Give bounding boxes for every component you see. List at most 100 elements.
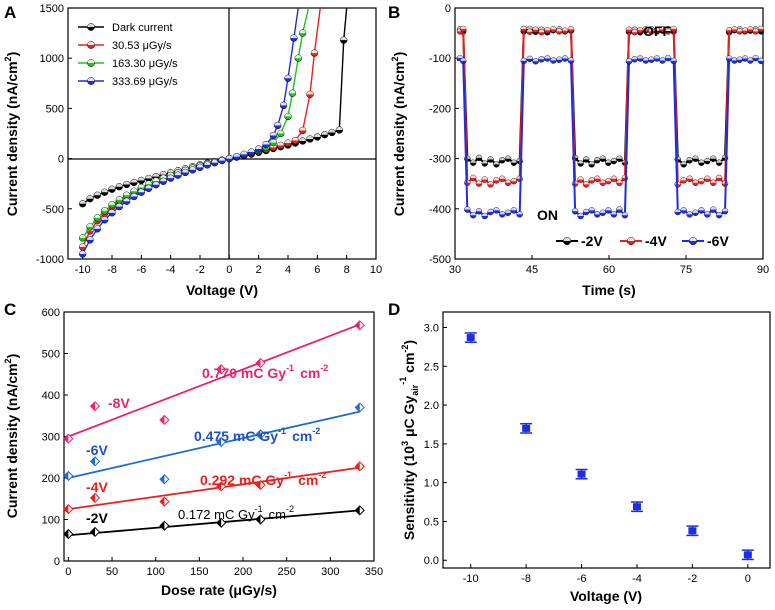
data-point-half xyxy=(160,497,165,507)
data-point-half xyxy=(138,189,145,193)
panel-d-frame xyxy=(442,311,771,569)
data-point-half xyxy=(670,26,677,29)
data-point-half xyxy=(583,181,589,185)
data-point-half xyxy=(216,518,222,528)
data-point-half xyxy=(211,159,218,163)
legend-marker-half xyxy=(689,237,697,241)
data-point-half xyxy=(704,175,711,179)
data-point-half xyxy=(290,34,298,39)
panel-c-y-ticks: 0 100 200 300 400 500 600 xyxy=(42,307,68,568)
y-tick-label: 0 xyxy=(445,3,451,15)
data-point-half xyxy=(277,130,284,134)
fit-line xyxy=(68,466,360,511)
sensitivity-point xyxy=(741,549,754,561)
sensitivity-point xyxy=(575,468,588,480)
data-point-half xyxy=(160,174,167,179)
panel-a-series xyxy=(79,7,348,258)
panel-b-ylabel-sup: 2 xyxy=(390,56,400,61)
data-point-half xyxy=(526,26,533,29)
data-point-half xyxy=(710,206,717,210)
data-point-half xyxy=(284,113,292,117)
data-point-half xyxy=(240,151,248,155)
data-point-half xyxy=(637,27,643,31)
data-point-half xyxy=(577,213,584,217)
data-point-half xyxy=(130,188,138,192)
data-point-half xyxy=(648,28,655,32)
data-point-half xyxy=(616,206,623,210)
data-point-half xyxy=(108,201,116,205)
panel-c-series xyxy=(63,320,365,540)
data-point-half xyxy=(204,161,211,165)
data-point-half xyxy=(710,155,717,159)
fit-line xyxy=(68,509,360,537)
data-marker xyxy=(466,334,475,342)
data-point-half xyxy=(726,55,732,59)
panel-b-ylabel-main: Current density (nA/cm xyxy=(391,61,407,216)
data-marker xyxy=(522,424,531,432)
panel-c-fit-2v-text: 0.172 mC Gy xyxy=(178,507,255,522)
y-tick-label: 300 xyxy=(42,432,60,444)
data-point-half xyxy=(160,474,165,484)
series-line xyxy=(456,56,762,218)
data-point-half xyxy=(355,505,360,515)
y-tick-label: -1000 xyxy=(36,254,64,266)
panel-d: -10 -8 -6 -4 -2 0 0.0 0.5 1.0 1.5 2.0 2.5 3.0 Volta… xyxy=(398,311,771,604)
legend-label: 30.53 μGy/s xyxy=(112,40,172,52)
data-point-half xyxy=(626,58,632,62)
legend-marker-half xyxy=(87,59,95,63)
data-point-half xyxy=(464,206,471,210)
data-point-half xyxy=(736,28,743,32)
data-point-half xyxy=(680,207,687,211)
data-point-half xyxy=(90,457,96,466)
data-point-half xyxy=(698,159,705,163)
x-tick-label: 250 xyxy=(277,566,295,578)
panel-c-letter: C xyxy=(4,300,16,319)
data-point-half xyxy=(588,177,595,181)
sensitivity-point xyxy=(464,332,477,344)
data-point-half xyxy=(256,358,261,368)
data-point-half xyxy=(692,179,699,183)
data-point-half xyxy=(599,179,606,183)
sensitivity-point xyxy=(520,422,533,434)
y-tick-label: 0 xyxy=(58,154,64,166)
panel-b-ylabel-close: ) xyxy=(391,52,407,57)
panel-d-ylabel-mid: μC Gy xyxy=(401,396,417,441)
panel-d-ylabel-close: ) xyxy=(401,340,417,345)
data-point-half xyxy=(526,28,533,32)
data-point-half xyxy=(758,58,764,61)
panel-c: 0 50 100 150 200 250 300 350 0 100 200 300 400 500 60… xyxy=(3,307,383,598)
data-point-half xyxy=(505,155,511,159)
data-point-half xyxy=(355,403,360,412)
panel-a-ylabel-sup: 2 xyxy=(3,56,13,61)
data-point-half xyxy=(631,26,638,30)
data-point-half xyxy=(86,195,94,199)
data-point-half xyxy=(101,216,108,220)
y-tick-label: 400 xyxy=(42,390,60,402)
x-tick-label: -6 xyxy=(136,264,146,276)
y-tick-label: -500 xyxy=(429,254,451,266)
panel-c-ylabel: Current density (nA/cm2) xyxy=(3,354,20,519)
y-tick-label: -500 xyxy=(42,204,64,216)
data-point-half xyxy=(476,155,482,158)
data-point-half xyxy=(568,26,574,30)
data-point-half xyxy=(321,131,328,135)
panel-c-fit-4v-sup2: -2 xyxy=(318,470,326,480)
x-tick-label: 60 xyxy=(603,264,615,276)
data-point-half xyxy=(616,155,623,159)
data-point-half xyxy=(314,133,321,138)
data-point-half xyxy=(116,183,123,187)
data-point-half xyxy=(116,203,123,207)
data-point-half xyxy=(167,169,174,173)
data-point-half xyxy=(145,175,152,179)
data-point-half xyxy=(654,55,660,59)
data-point-half xyxy=(550,26,557,30)
data-point-half xyxy=(605,207,612,211)
panel-c-series-2 xyxy=(63,402,365,485)
data-point-half xyxy=(256,480,261,490)
data-point-half xyxy=(328,129,336,133)
data-point-half xyxy=(63,434,69,443)
data-point-half xyxy=(648,56,655,60)
y-tick-label: -200 xyxy=(429,103,451,115)
panel-b-frame xyxy=(454,7,764,260)
